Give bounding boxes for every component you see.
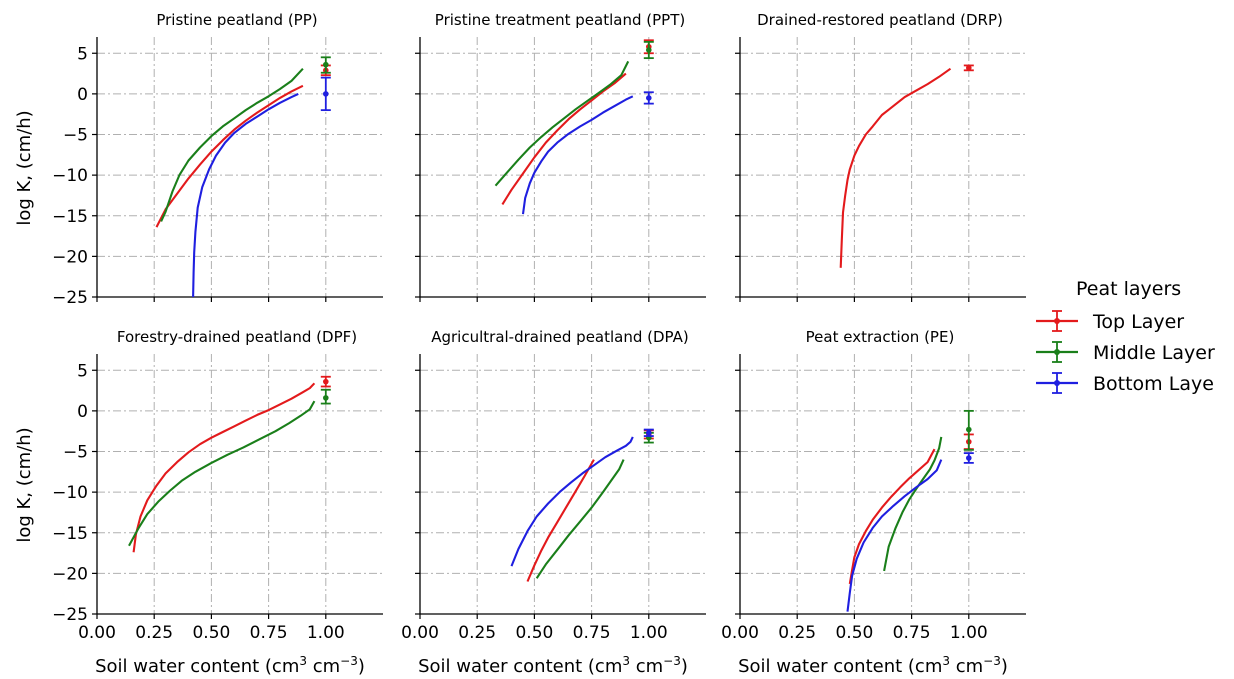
x-tick-label: 0.00 bbox=[78, 623, 116, 643]
panel-title: Forestry-drained peatland (DPF) bbox=[117, 328, 357, 346]
y-tick-label: −10 bbox=[52, 166, 88, 186]
y-tick-label: −10 bbox=[52, 483, 88, 503]
errorbar-mean-point bbox=[966, 426, 972, 433]
series-line bbox=[521, 95, 634, 215]
x-tick-label: 0.75 bbox=[573, 623, 611, 643]
x-tick-label: 1.00 bbox=[950, 623, 988, 643]
errorbar-mean-point bbox=[323, 91, 329, 97]
series-line bbox=[526, 459, 595, 582]
series-line bbox=[132, 382, 316, 553]
panel-title: Pristine treatment peatland (PPT) bbox=[435, 11, 685, 29]
series-line bbox=[128, 400, 316, 547]
x-tick-label: 0.50 bbox=[835, 623, 873, 643]
x-tick-label: 0.75 bbox=[893, 623, 931, 643]
y-tick-label: −20 bbox=[52, 564, 88, 584]
series-line bbox=[192, 92, 299, 298]
legend-swatch-point bbox=[1054, 318, 1060, 324]
panel-3: Drained-restored peatland (DRP) bbox=[735, 11, 1026, 302]
errorbar-mean-point bbox=[646, 95, 652, 101]
x-axis-label: Soil water content (cm3 cm−3) bbox=[418, 654, 688, 677]
panel-title: Pristine peatland (PP) bbox=[156, 11, 317, 29]
legend-entry: Top Layer bbox=[1036, 310, 1184, 333]
y-tick-label: −25 bbox=[52, 605, 88, 625]
errorbar-mean-point bbox=[323, 378, 329, 385]
x-axis-label: Soil water content (cm3 cm−3) bbox=[95, 654, 365, 677]
x-tick-label: 0.00 bbox=[721, 623, 759, 643]
x-axis-label: Soil water content (cm3 cm−3) bbox=[738, 654, 1008, 677]
panel-5: 0.00 0.25 0.50 0.75 1.00 Agricultral-drained … bbox=[401, 328, 706, 643]
x-tick-label: 0.25 bbox=[458, 623, 496, 643]
legend-swatch-point bbox=[1054, 349, 1060, 355]
y-tick-label: −25 bbox=[52, 288, 88, 308]
series-line bbox=[494, 60, 630, 187]
series-line bbox=[839, 67, 952, 268]
x-tick-label: 0.00 bbox=[401, 623, 439, 643]
y-tick-label: −5 bbox=[63, 126, 88, 146]
x-tick-label: 0.50 bbox=[192, 623, 230, 643]
errorbar-mean-point bbox=[323, 61, 329, 68]
y-tick-label: −15 bbox=[52, 524, 88, 544]
legend-title: Peat layers bbox=[1076, 278, 1181, 300]
series-line bbox=[846, 459, 943, 612]
errorbar-mean-point bbox=[323, 395, 329, 401]
y-tick-label: 5 bbox=[77, 44, 88, 64]
x-tick-label: 0.25 bbox=[135, 623, 173, 643]
legend-entry: Bottom Laye bbox=[1036, 372, 1214, 395]
series-line bbox=[155, 84, 304, 228]
series-line bbox=[848, 448, 936, 585]
errorbar-mean-point bbox=[966, 455, 972, 461]
panel-2: Pristine treatment peatland (PPT) bbox=[415, 11, 706, 302]
legend-swatch-point bbox=[1054, 380, 1060, 386]
y-tick-label: 0 bbox=[77, 402, 88, 422]
panel-4: 0.00 0.25 0.50 0.75 1.00 5 0 −5 −10 −15 −20 −25 Fore… bbox=[52, 328, 383, 643]
y-axis-label-top: log K, (cm/h) bbox=[14, 110, 35, 225]
panel-1: 5 0 −5 −10 −15 −20 −25 Pristine peatland (PP) bbox=[52, 11, 383, 308]
y-tick-label: −5 bbox=[63, 443, 88, 463]
legend-label: Bottom Laye bbox=[1093, 373, 1214, 395]
series-line bbox=[160, 67, 304, 222]
series-line bbox=[535, 459, 625, 579]
legend: Peat layers Top Layer Middle Layer Bottom … bbox=[1036, 278, 1215, 395]
panel-title: Drained-restored peatland (DRP) bbox=[757, 11, 1003, 29]
x-tick-label: 0.75 bbox=[250, 623, 288, 643]
x-tick-label: 1.00 bbox=[630, 623, 668, 643]
series-line bbox=[510, 436, 634, 567]
y-tick-label: 5 bbox=[77, 361, 88, 381]
legend-entry: Middle Layer bbox=[1036, 341, 1215, 364]
y-tick-label: 0 bbox=[77, 85, 88, 105]
series-line bbox=[883, 436, 943, 572]
y-tick-label: −20 bbox=[52, 247, 88, 267]
x-tick-label: 1.00 bbox=[307, 623, 345, 643]
errorbar-mean-point bbox=[646, 47, 652, 53]
panel-title: Agricultral-drained peatland (DPA) bbox=[431, 328, 689, 346]
y-tick-label: −15 bbox=[52, 207, 88, 227]
legend-label: Middle Layer bbox=[1093, 342, 1215, 364]
series-line bbox=[501, 72, 627, 205]
panel-6: 0.00 0.25 0.50 0.75 1.00 Peat extraction (PE) bbox=[721, 328, 1026, 643]
errorbar-mean-point bbox=[966, 65, 972, 71]
x-tick-label: 0.25 bbox=[778, 623, 816, 643]
y-axis-label-bottom: log K, (cm/h) bbox=[14, 427, 35, 542]
errorbar-mean-point bbox=[646, 430, 652, 436]
panel-title: Peat extraction (PE) bbox=[806, 328, 955, 346]
x-tick-label: 0.50 bbox=[515, 623, 553, 643]
legend-label: Top Layer bbox=[1092, 311, 1184, 333]
